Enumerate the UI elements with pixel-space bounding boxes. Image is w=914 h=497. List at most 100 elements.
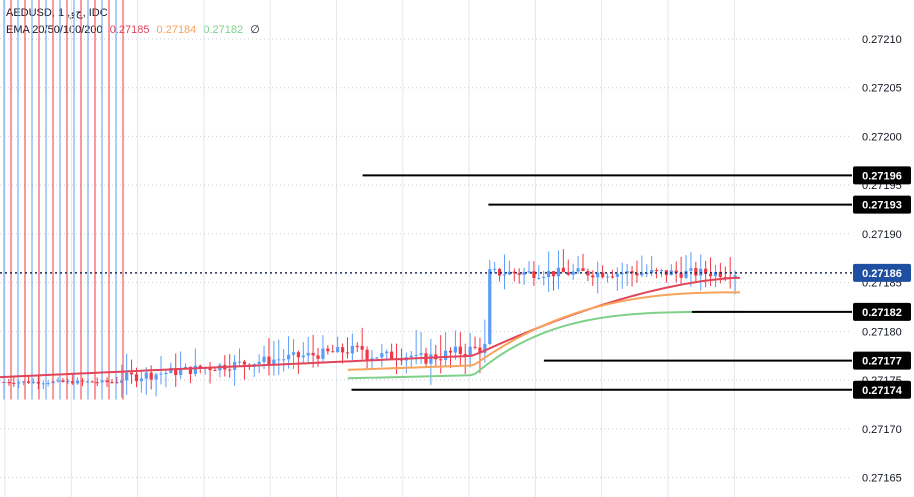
candle-body — [615, 273, 619, 277]
candle-body — [537, 277, 541, 279]
price-level-label: 0.27174 — [853, 380, 911, 399]
candle — [385, 349, 389, 361]
candle — [542, 270, 546, 286]
candle-body — [345, 352, 350, 354]
candle — [90, 380, 94, 383]
candle-body — [576, 268, 580, 272]
symbol-text: AEDUSD, 1 ,ﺝﻭ, IDC — [6, 7, 108, 19]
candle-body — [591, 275, 595, 278]
candle-body — [228, 369, 232, 371]
price-level-label: 0.27196 — [853, 166, 911, 185]
candle-body — [581, 268, 585, 272]
candle — [326, 345, 330, 355]
candle — [390, 343, 394, 360]
candle — [85, 380, 90, 383]
candle-body — [390, 351, 394, 359]
candle — [517, 268, 521, 284]
ema-line — [347, 291, 741, 371]
candle — [41, 380, 45, 390]
candle — [704, 260, 708, 288]
candle — [76, 377, 80, 385]
left-spikes — [3, 0, 124, 400]
candle — [404, 352, 408, 374]
candle — [66, 378, 70, 384]
candle-body — [257, 361, 261, 364]
candle-body — [502, 274, 507, 276]
candle-body — [31, 381, 36, 383]
candle-body — [571, 271, 575, 275]
candle-body — [134, 374, 139, 382]
candle — [277, 339, 281, 375]
candle — [139, 370, 143, 393]
candle — [409, 351, 413, 368]
candle-body — [90, 381, 94, 383]
candle-body — [242, 361, 247, 365]
candle-body — [586, 271, 590, 276]
candle — [380, 343, 384, 367]
candle — [71, 374, 75, 385]
candle-body — [174, 368, 178, 376]
candle — [331, 344, 335, 353]
candle — [36, 375, 40, 390]
candle — [321, 335, 325, 362]
candle-body — [439, 359, 443, 361]
candle-body — [321, 348, 325, 359]
price-level-label-text: 0.27177 — [862, 356, 902, 368]
candle — [502, 254, 507, 290]
candle-body — [733, 275, 737, 278]
candle-body — [311, 352, 315, 356]
candle — [527, 261, 531, 274]
candle-body — [188, 366, 193, 374]
candle-body — [7, 382, 11, 384]
candle-body — [193, 365, 197, 374]
candle — [566, 259, 570, 276]
candle — [645, 264, 649, 278]
candle-body — [277, 359, 281, 361]
candle — [26, 376, 31, 384]
candle — [571, 263, 575, 280]
candle — [532, 261, 536, 286]
candle — [223, 355, 227, 377]
candle-body — [473, 346, 477, 348]
candle-body — [331, 351, 335, 353]
candle-body — [679, 272, 683, 278]
current-price-label-bg — [853, 263, 911, 282]
candle — [105, 377, 109, 387]
ema-legend: EMA 20/50/100/200 0.27185 0.27184 0.2718… — [6, 23, 264, 36]
price-level-label-bg — [853, 302, 911, 321]
candle — [708, 257, 713, 287]
candle-body — [414, 354, 418, 356]
candle-body — [355, 345, 359, 347]
candle — [576, 256, 580, 274]
candle — [605, 273, 610, 283]
candle — [31, 378, 36, 384]
candle — [434, 345, 438, 367]
candle-body — [61, 380, 65, 382]
candle — [169, 362, 173, 374]
price-level-label-text: 0.27193 — [862, 200, 902, 212]
candle-body — [164, 372, 168, 374]
candle — [463, 343, 467, 374]
candle — [242, 359, 247, 380]
candle-body — [625, 271, 629, 274]
candle-body — [659, 270, 664, 272]
candle — [640, 255, 644, 278]
candle-body — [542, 277, 546, 279]
candle — [301, 342, 305, 364]
candle-body — [272, 359, 276, 365]
price-level-label: 0.27177 — [853, 351, 911, 370]
candle — [679, 256, 683, 286]
candle — [149, 365, 153, 390]
candle-body — [282, 359, 286, 361]
y-axis-tick-label: 0.27165 — [862, 473, 902, 485]
candle — [537, 265, 541, 280]
candle-body — [448, 350, 453, 353]
candle-body — [208, 368, 212, 371]
candle-body — [365, 349, 369, 360]
candle — [193, 348, 197, 377]
candle-body — [326, 348, 330, 352]
candle-body — [718, 271, 722, 278]
candle-body — [507, 271, 511, 275]
candle-body — [213, 370, 217, 372]
